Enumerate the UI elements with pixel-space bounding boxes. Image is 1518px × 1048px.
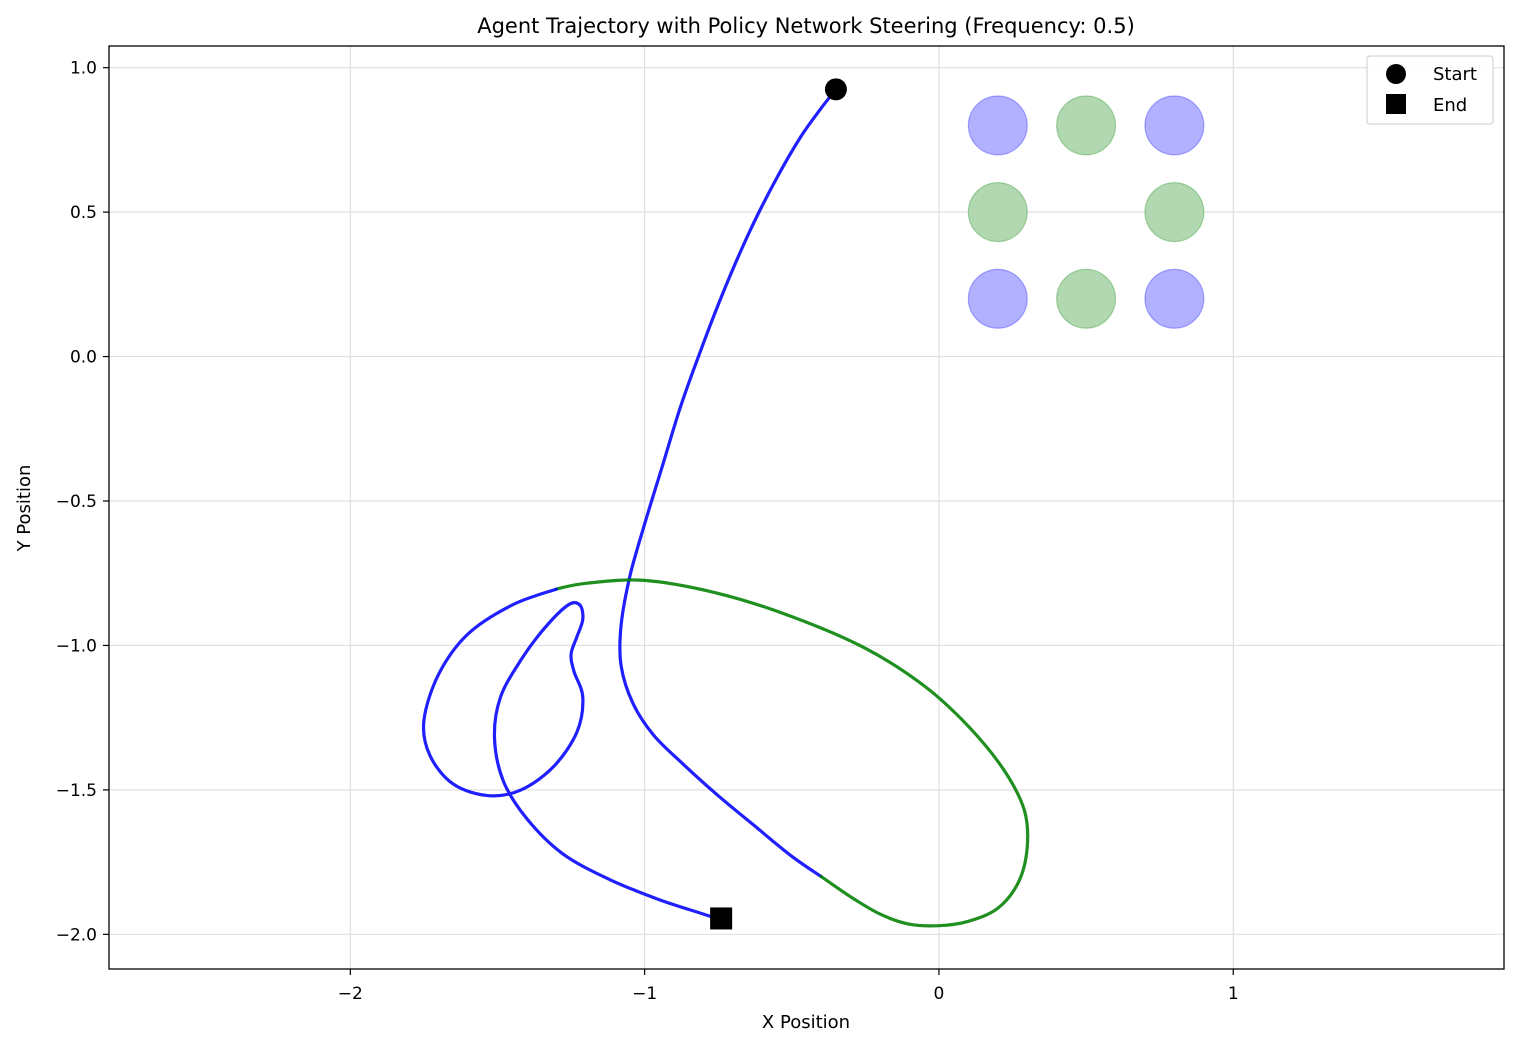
x-tick-label: 1: [1228, 984, 1239, 1004]
landmark-circle-blue: [1144, 95, 1205, 156]
x-axis-label: X Position: [762, 1012, 850, 1033]
chart-title: Agent Trajectory with Policy Network Ste…: [477, 14, 1135, 38]
y-tick-label: −2.0: [56, 925, 97, 945]
legend-end-label: End: [1433, 95, 1467, 116]
landmark-circle-blue: [1144, 268, 1205, 329]
y-tick-label: 1.0: [70, 59, 97, 79]
trajectory-series: [421, 87, 1030, 928]
end-marker: [710, 907, 733, 930]
grid-lines: [109, 46, 1504, 969]
x-axis-ticks: −2 −1 0 1: [338, 969, 1239, 1004]
landmark-circles: [967, 95, 1205, 329]
landmark-circle-green: [1056, 95, 1117, 156]
y-tick-label: −0.5: [56, 492, 97, 512]
y-tick-label: 0.5: [70, 203, 97, 223]
landmark-circle-green: [1056, 268, 1117, 329]
x-tick-label: −1: [632, 984, 657, 1004]
landmark-circle-blue: [967, 268, 1028, 329]
trajectory-segment-blue: [618, 87, 838, 879]
landmark-circle-blue: [967, 95, 1028, 156]
start-marker: [824, 78, 847, 101]
landmark-circle-green: [1144, 182, 1205, 243]
legend-end-marker: [1386, 94, 1406, 114]
legend-start-label: Start: [1433, 64, 1477, 85]
y-axis-ticks: 1.0 0.5 0.0 −0.5 −1.0 −1.5 −2.0: [56, 59, 109, 945]
start-end-markers: [710, 78, 847, 930]
legend: Start End: [1366, 55, 1494, 125]
y-tick-label: 0.0: [70, 348, 97, 368]
x-tick-label: −2: [338, 984, 363, 1004]
y-axis-label: Y Position: [14, 465, 35, 553]
y-tick-label: −1.5: [56, 781, 97, 801]
x-tick-label: 0: [934, 984, 945, 1004]
y-tick-label: −1.0: [56, 636, 97, 656]
trajectory-segment-green: [554, 578, 1030, 928]
legend-start-marker: [1386, 64, 1406, 84]
plot-frame: [108, 45, 1505, 970]
trajectory-segment-blue: [421, 587, 723, 922]
landmark-circle-green: [967, 182, 1028, 243]
